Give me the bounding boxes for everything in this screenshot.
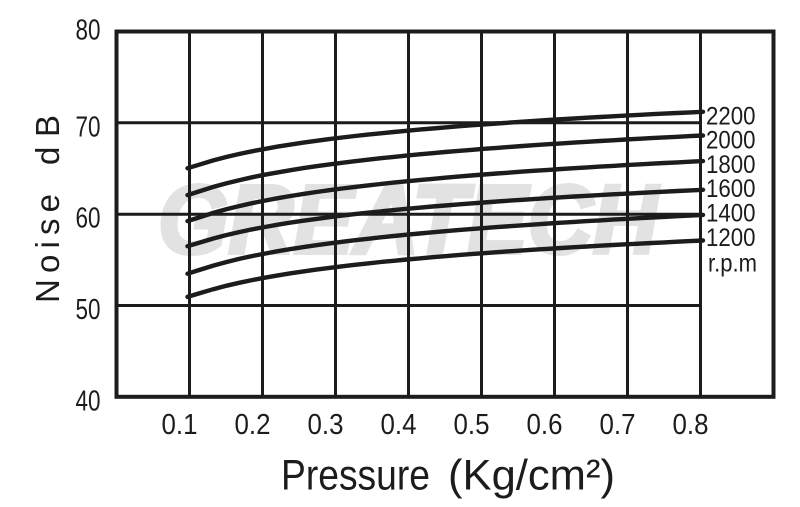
svg-text:0.5: 0.5	[454, 409, 490, 441]
svg-text:2000: 2000	[706, 127, 756, 155]
svg-text:50: 50	[76, 294, 101, 326]
svg-text:0.7: 0.7	[600, 409, 636, 441]
svg-text:70: 70	[76, 111, 101, 143]
svg-text:80: 80	[76, 15, 101, 47]
svg-text:40: 40	[76, 385, 101, 417]
svg-text:0.6: 0.6	[527, 409, 563, 441]
svg-text:2200: 2200	[706, 102, 756, 130]
svg-text:1600: 1600	[706, 175, 756, 203]
svg-text:Pressure: Pressure	[281, 452, 430, 500]
svg-text:Noise: Noise	[29, 194, 66, 303]
svg-text:(Kg/cm²): (Kg/cm²)	[448, 452, 615, 500]
svg-text:r.p.m: r.p.m	[708, 250, 757, 278]
svg-text:0.2: 0.2	[235, 409, 271, 441]
svg-text:0.4: 0.4	[381, 409, 417, 441]
svg-text:60: 60	[76, 203, 101, 235]
svg-text:1200: 1200	[706, 224, 756, 252]
svg-text:1800: 1800	[706, 151, 756, 179]
svg-text:0.8: 0.8	[673, 409, 709, 441]
svg-text:0.1: 0.1	[162, 409, 198, 441]
svg-text:0.3: 0.3	[308, 409, 344, 441]
svg-text:1400: 1400	[706, 200, 756, 228]
